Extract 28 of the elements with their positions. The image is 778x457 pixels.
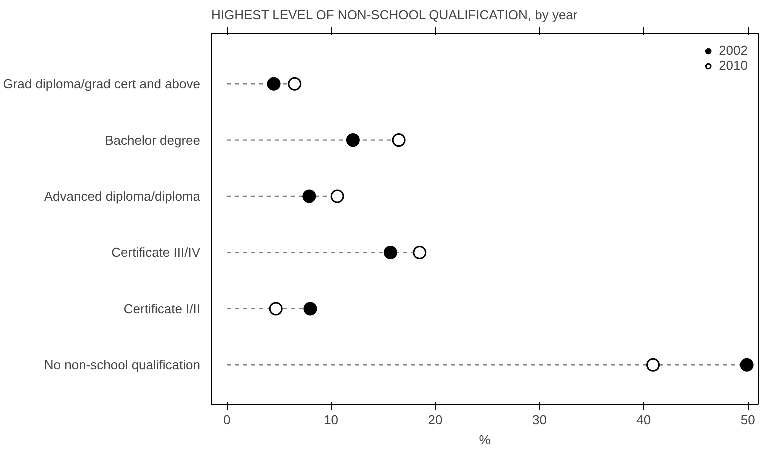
point — [384, 246, 398, 260]
x-tick-label: 50 — [740, 412, 756, 428]
point — [267, 77, 281, 91]
legend-label: 2010 — [719, 58, 748, 73]
point — [304, 302, 318, 316]
point — [288, 77, 302, 91]
point — [392, 134, 406, 148]
y-tick-label: Certificate III/IV — [112, 245, 201, 260]
y-tick-label: No non-school qualification — [44, 358, 201, 373]
chart-title: HIGHEST LEVEL OF NON-SCHOOL QUALIFICATION, by year — [212, 8, 578, 22]
x-tick-label: 30 — [532, 412, 547, 428]
x-tick-label: 40 — [636, 412, 652, 428]
point — [346, 134, 360, 148]
x-tick-label: 20 — [428, 412, 443, 428]
point — [330, 190, 344, 204]
y-tick-label: Advanced diploma/diploma — [44, 189, 202, 204]
x-axis-title: % — [479, 432, 492, 448]
point — [413, 246, 427, 260]
y-tick-label: Bachelor degree — [105, 132, 201, 148]
y-tick-label: Grad diploma/grad cert and above — [3, 76, 201, 92]
point — [302, 190, 316, 204]
x-tick-label: 0 — [224, 412, 231, 428]
point — [269, 302, 283, 316]
y-tick-label: Certificate I/II — [124, 301, 200, 316]
x-tick-label: 10 — [324, 412, 339, 428]
point — [740, 358, 754, 372]
legend-label: 2002 — [719, 43, 748, 58]
point — [646, 358, 660, 372]
